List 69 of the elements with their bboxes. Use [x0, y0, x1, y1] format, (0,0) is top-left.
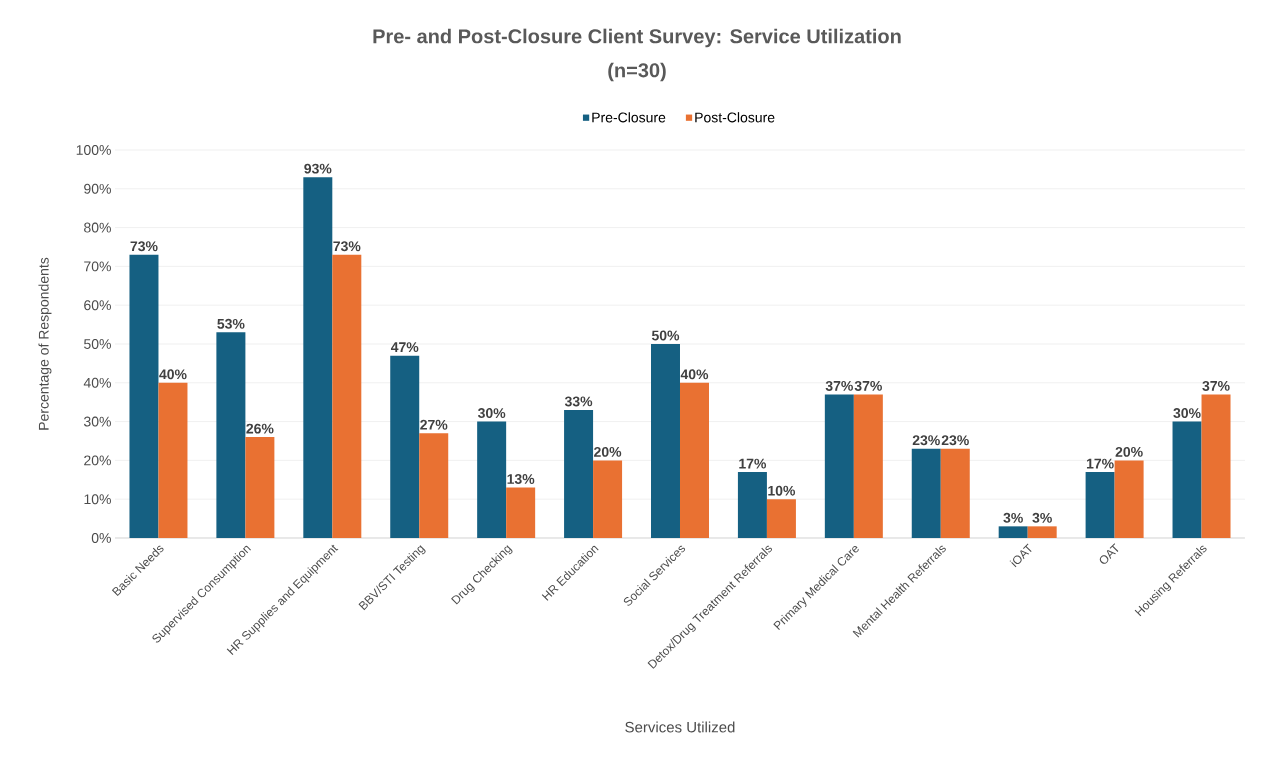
x-axis-title: Services Utilized: [625, 721, 735, 733]
data-label: 73%: [333, 241, 361, 252]
bar: [303, 177, 333, 538]
bar: [593, 460, 623, 538]
bar: [477, 421, 507, 538]
data-label: 40%: [159, 369, 187, 380]
data-label: 23%: [912, 435, 940, 446]
data-label: 17%: [1086, 458, 1114, 469]
y-tick-label: 80%: [84, 222, 111, 233]
bar: [853, 394, 883, 538]
data-label: 20%: [1115, 446, 1143, 457]
bar: [390, 355, 420, 538]
y-tick-label: 10%: [84, 494, 111, 505]
data-label: 20%: [594, 446, 622, 457]
data-label: 26%: [246, 423, 274, 434]
data-label: 73%: [130, 241, 158, 252]
bar: [216, 332, 246, 538]
data-label: 17%: [739, 458, 767, 469]
y-tick-label: 40%: [83, 377, 111, 388]
y-axis-title: Percentage of Respondents: [38, 257, 52, 430]
bar: [1114, 460, 1144, 538]
bar: [564, 409, 594, 538]
data-label: 23%: [941, 435, 969, 446]
bar: [245, 437, 275, 538]
data-label: 30%: [1173, 408, 1201, 419]
y-tick-label: 60%: [84, 300, 111, 311]
legend-label: Pre-Closure: [592, 112, 666, 123]
bar: [680, 382, 709, 538]
data-label: 93%: [304, 163, 332, 174]
bar: [766, 499, 796, 538]
data-label: 50%: [651, 330, 680, 341]
bar: [1172, 421, 1202, 538]
bar: [332, 254, 362, 538]
y-tick-label: 70%: [84, 261, 111, 272]
data-label: 3%: [1032, 512, 1052, 523]
chart-subtitle: (n=30): [608, 62, 666, 82]
data-label: 13%: [507, 474, 535, 485]
chart-title: Pre- and Post-Closure Client Survey: Service Utilization: [373, 28, 901, 48]
data-label: 3%: [1003, 512, 1023, 523]
bar: [506, 487, 536, 538]
bar: [940, 448, 970, 538]
data-label: 47%: [390, 342, 419, 353]
bar: [998, 526, 1028, 538]
bar: [1085, 472, 1115, 538]
bar: [419, 433, 449, 538]
bar: [158, 382, 188, 538]
y-tick-label: 0%: [91, 533, 111, 543]
data-label: 33%: [564, 396, 593, 407]
data-label: 37%: [825, 380, 853, 391]
data-label: 30%: [477, 408, 506, 419]
y-tick-label: 50%: [84, 339, 111, 349]
bar: [911, 448, 941, 538]
bar: [737, 472, 767, 538]
bar: [651, 343, 680, 538]
y-tick-label: 90%: [84, 183, 111, 194]
legend-label: Post-Closure: [695, 112, 775, 123]
y-tick-label: 30%: [83, 416, 111, 427]
y-tick-label: 100%: [76, 145, 111, 155]
data-label: 40%: [680, 369, 709, 380]
y-tick-label: 20%: [84, 455, 111, 466]
bar: [824, 394, 854, 538]
data-label: 27%: [420, 419, 448, 430]
data-label: 37%: [1202, 380, 1230, 391]
bar: [1201, 394, 1231, 538]
data-label: 10%: [768, 485, 796, 496]
data-label: 37%: [854, 380, 882, 391]
data-label: 53%: [217, 318, 245, 329]
bar: [129, 254, 159, 538]
bar: [1027, 526, 1057, 538]
